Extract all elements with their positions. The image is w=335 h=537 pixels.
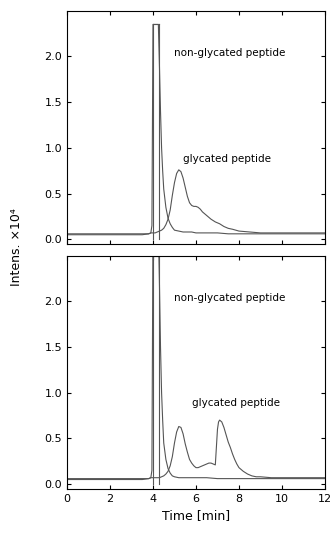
Text: glycated peptide: glycated peptide bbox=[183, 154, 271, 164]
Text: glycated peptide: glycated peptide bbox=[192, 398, 280, 408]
Text: non-glycated peptide: non-glycated peptide bbox=[175, 293, 286, 303]
X-axis label: Time [min]: Time [min] bbox=[162, 509, 230, 522]
Text: Intens. ×10⁴: Intens. ×10⁴ bbox=[10, 208, 23, 286]
Text: non-glycated peptide: non-glycated peptide bbox=[175, 48, 286, 59]
